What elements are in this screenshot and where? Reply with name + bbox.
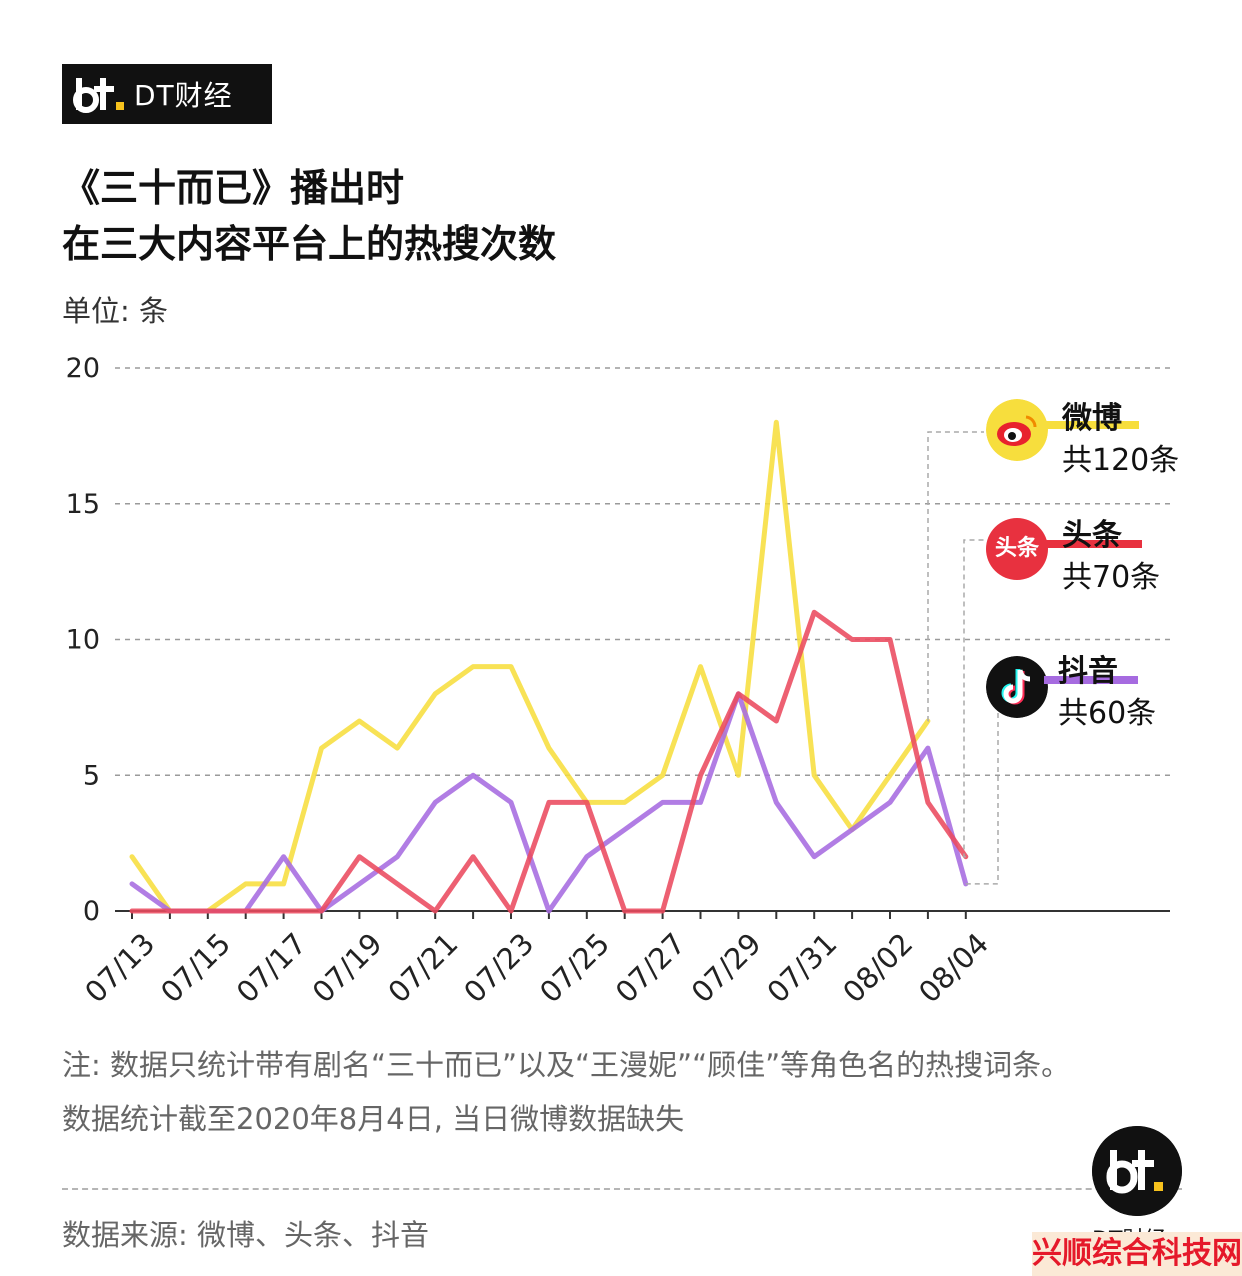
- x-tick-label: 07/15: [154, 926, 237, 1009]
- chart-title: 《三十而已》播出时 在三大内容平台上的热搜次数: [62, 160, 556, 272]
- y-tick-label: 10: [66, 625, 100, 656]
- x-tick-label: 08/04: [912, 926, 995, 1009]
- y-tick-label: 5: [83, 760, 100, 791]
- y-tick-label: 15: [66, 489, 100, 520]
- weibo-logo-icon: [986, 399, 1048, 461]
- legend-douyin-name: 抖音: [1058, 654, 1118, 689]
- series-line-0: [129, 419, 931, 914]
- legend-weibo-bar: [1044, 421, 1139, 429]
- legend-douyin-total: 共60条: [1058, 696, 1157, 731]
- legend-toutiao-name: 头条: [1062, 518, 1122, 553]
- legend-leader-line: [965, 677, 1054, 885]
- x-tick-label: 07/13: [78, 926, 161, 1009]
- brand-badge: DT财经: [62, 64, 272, 124]
- douyin-logo-icon: [986, 656, 1048, 718]
- footnote-line-2: 数据统计截至2020年8月4日, 当日微博数据缺失: [62, 1102, 685, 1136]
- brand-name: DT财经: [134, 79, 233, 112]
- legend-douyin-bar: [1044, 676, 1138, 684]
- corner-stamp: 兴顺综合科技网: [1032, 1232, 1242, 1276]
- series-line-1: [129, 609, 969, 914]
- x-tick-label: 07/19: [306, 926, 389, 1009]
- x-tick-label: 07/27: [609, 926, 692, 1009]
- line-chart: 0510152007/1307/1507/1707/1907/2107/2307…: [66, 353, 1170, 1009]
- toutiao-logo-icon: 头条: [986, 518, 1048, 580]
- x-tick-label: 07/17: [230, 926, 313, 1009]
- legend-weibo-total: 共120条: [1062, 443, 1180, 478]
- x-tick-label: 07/25: [533, 926, 616, 1009]
- toutiao-logo-text: 头条: [994, 536, 1039, 561]
- footnote: 注: 数据只统计带有剧名“三十而已”以及“王漫妮”“顾佳”等角色名的热搜词条。 …: [62, 1038, 1070, 1146]
- title-line-2: 在三大内容平台上的热搜次数: [62, 222, 557, 266]
- y-tick-label: 0: [83, 896, 100, 927]
- unit-label: 单位: 条: [62, 294, 168, 328]
- y-tick-label: 20: [66, 353, 100, 384]
- x-tick-label: 07/23: [457, 926, 540, 1009]
- divider: [62, 1188, 1182, 1190]
- legend-leader-line: [927, 431, 984, 722]
- x-tick-label: 08/02: [836, 926, 919, 1009]
- data-source: 数据来源: 微博、头条、抖音: [62, 1218, 429, 1252]
- x-tick-label: 07/31: [760, 926, 843, 1009]
- dt-corner-logo-icon: [1092, 1126, 1182, 1216]
- dt-logo-icon: [73, 78, 124, 113]
- x-tick-label: 07/21: [381, 926, 464, 1009]
- x-tick-label: 07/29: [685, 926, 768, 1009]
- series-line-2: [129, 691, 969, 914]
- footnote-line-1: 注: 数据只统计带有剧名“三十而已”以及“王漫妮”“顾佳”等角色名的热搜词条。: [62, 1048, 1071, 1082]
- title-line-1: 《三十而已》播出时: [62, 166, 405, 210]
- legend-weibo-name: 微博: [1062, 401, 1122, 436]
- legend-toutiao-total: 共70条: [1062, 560, 1161, 595]
- legend-toutiao-bar: [1044, 540, 1142, 548]
